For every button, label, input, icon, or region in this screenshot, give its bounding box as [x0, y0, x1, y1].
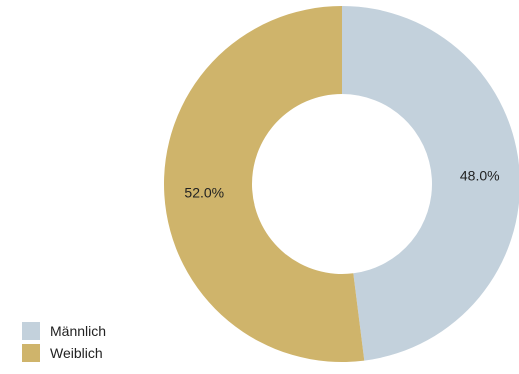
legend-swatch-maennlich — [22, 322, 40, 340]
slice-label-maennlich: 48.0% — [460, 167, 500, 183]
legend-item-maennlich: Männlich — [22, 321, 106, 341]
legend: Männlich Weiblich — [22, 321, 106, 365]
legend-label-weiblich: Weiblich — [50, 345, 103, 361]
donut-slice-maennlich — [342, 6, 519, 361]
legend-label-maennlich: Männlich — [50, 323, 107, 339]
donut-slice-weiblich — [164, 6, 365, 362]
donut-slices — [164, 6, 519, 362]
slice-label-weiblich: 52.0% — [184, 185, 224, 201]
slice-labels: 48.0% 52.0% — [184, 167, 499, 200]
legend-item-weiblich: Weiblich — [22, 343, 106, 363]
legend-swatch-weiblich — [22, 344, 40, 362]
